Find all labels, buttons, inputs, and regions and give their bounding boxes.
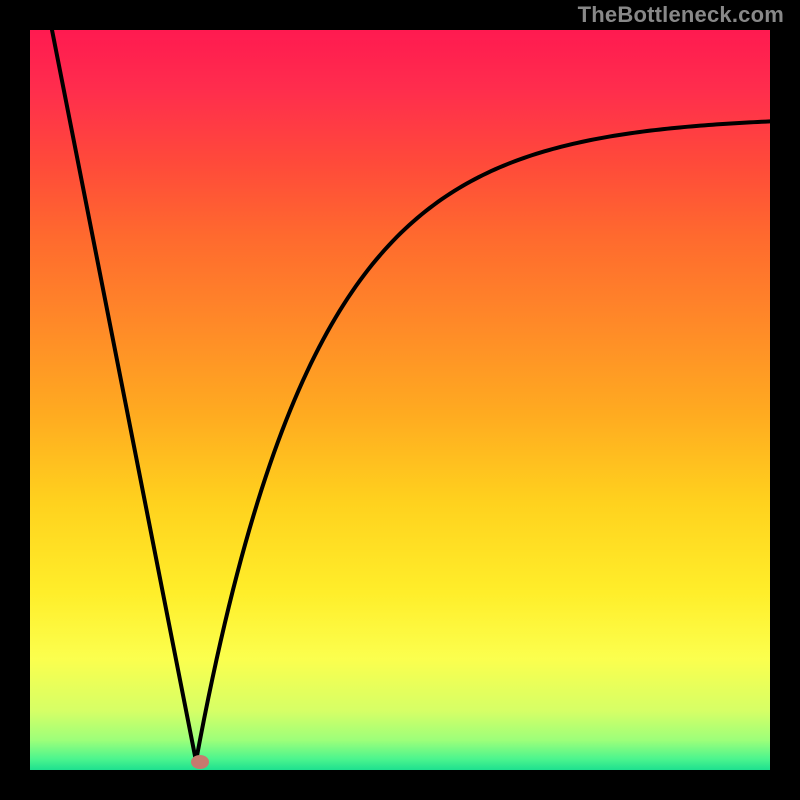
bottleneck-curve [30, 30, 770, 770]
bottleneck-curve-path [52, 30, 770, 761]
minimum-marker [191, 755, 209, 769]
plot-area [30, 30, 770, 770]
watermark-text: TheBottleneck.com [578, 2, 784, 28]
chart-frame: TheBottleneck.com [0, 0, 800, 800]
